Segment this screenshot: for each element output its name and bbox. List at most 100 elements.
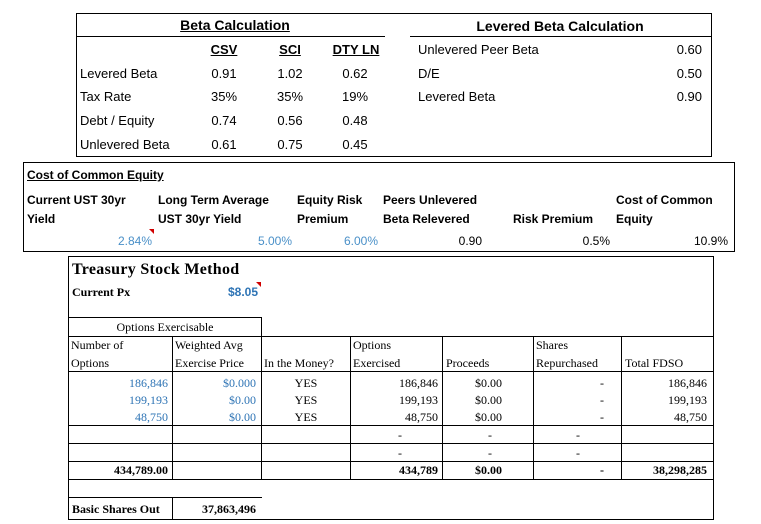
beta-calculation-title: Beta Calculation [180,17,290,33]
grid-line [172,336,173,480]
repurchased-cell: - [576,428,580,442]
coe-header: UST 30yr Yield [158,212,242,226]
coe-cost-value: 10.9% [693,234,728,248]
beta-cell: 0.75 [277,137,303,152]
col-header: Weighted Avg [175,338,243,352]
col-header: Exercise Price [175,356,244,370]
coe-equity-premium-value[interactable]: 6.00% [343,234,378,248]
total-fdso-cell: 199,193 [668,393,707,407]
panel-gap [385,14,410,36]
options-count-cell[interactable]: 48,750 [135,410,168,424]
grid-line [68,443,714,444]
options-exercised-cell: - [398,446,402,460]
repurchased-cell: - [576,446,580,460]
options-exercisable-header: Options Exercisable [116,320,214,334]
grid-line [68,425,714,426]
proceeds-cell: $0.00 [475,410,502,424]
current-px-value[interactable]: $8.05 [227,285,258,299]
options-exercised-cell: - [398,428,402,442]
treasury-stock-panel [68,256,714,520]
grid-line [621,336,622,480]
grid-line [68,336,714,337]
comment-marker-icon [149,229,154,234]
grid-line [442,336,443,480]
grid-line [68,479,714,480]
grid-line [68,317,262,318]
coe-header: Long Term Average [158,193,269,207]
col-header: Exercised [353,356,401,370]
coe-ust-yield-value[interactable]: 2.84% [117,234,152,248]
basic-shares-label: Basic Shares Out [72,502,160,516]
beta-calculation-panel [76,13,712,157]
repurchased-cell: - [600,376,604,390]
in-the-money-cell: YES [294,410,318,424]
grid-line [68,371,714,372]
basic-shares-value: 37,863,496 [202,502,256,516]
levered-row-value: 0.90 [676,89,702,104]
exercise-price-cell[interactable]: $0.000 [223,376,256,390]
beta-col-dty: DTY LN [332,42,380,57]
grid-line [68,497,262,498]
repurchased-cell: - [600,393,604,407]
beta-title-rule [77,36,385,37]
levered-row-value: 0.60 [676,42,702,57]
options-count-cell[interactable]: 199,193 [129,393,168,407]
col-header: Total FDSO [625,356,684,370]
col-header: Options [353,338,392,352]
proceeds-cell: $0.00 [475,376,502,390]
total-repurchased-cell: - [600,463,604,477]
coe-header: Current UST 30yr [27,193,126,207]
grid-line [261,317,262,480]
proceeds-cell: - [488,446,492,460]
total-fdso-cell: 186,846 [668,376,707,390]
coe-header: Equity Risk [297,193,363,207]
coe-risk-premium-value: 0.5% [582,234,610,248]
beta-col-csv: CSV [210,42,238,57]
levered-row-label: D/E [418,66,440,81]
total-fdso-cell: 48,750 [674,410,707,424]
coe-header: Peers Unlevered [383,193,478,207]
total-proceeds-cell: $0.00 [475,463,502,477]
col-header: In the Money? [264,356,334,370]
coe-avg-yield-value[interactable]: 5.00% [257,234,292,248]
current-px-label: Current Px [72,285,131,299]
beta-cell: 0.45 [342,137,368,152]
levered-row-label: Unlevered Peer Beta [418,42,539,57]
coe-beta-value: 0.90 [458,234,482,248]
beta-cell: 0.74 [211,113,237,128]
exercise-price-cell[interactable]: $0.00 [229,393,256,407]
options-count-cell[interactable]: 186,846 [129,376,168,390]
beta-cell: 19% [341,89,369,104]
comment-marker-icon [256,282,261,287]
beta-row-label: Levered Beta [80,66,158,81]
coe-header: Beta Relevered [383,212,470,226]
total-exercised-cell: 434,789 [399,463,438,477]
col-header: Repurchased [536,356,598,370]
beta-row-label: Unlevered Beta [80,137,170,152]
coe-header: Premium [297,212,349,226]
proceeds-cell: $0.00 [475,393,502,407]
beta-cell: 35% [210,89,238,104]
proceeds-cell: - [488,428,492,442]
cost-of-equity-panel [23,162,735,252]
col-header: Proceeds [446,356,490,370]
coe-header: Risk Premium [513,212,594,226]
options-exercised-cell: 199,193 [399,393,438,407]
exercise-price-cell[interactable]: $0.00 [229,410,256,424]
col-header: Number of [71,338,124,352]
levered-title-rule [410,36,711,37]
grid-line [68,461,714,462]
grid-line [172,497,173,519]
options-exercised-cell: 48,750 [405,410,438,424]
repurchased-cell: - [600,410,604,424]
tsm-title: Treasury Stock Method [72,261,240,278]
in-the-money-cell: YES [294,393,318,407]
total-fdso-value: 38,298,285 [653,463,707,477]
coe-header: Equity [616,212,653,226]
beta-cell: 0.91 [211,66,237,81]
in-the-money-cell: YES [294,376,318,390]
col-header: Shares [536,338,568,352]
col-header: Options [71,356,110,370]
levered-row-value: 0.50 [676,66,702,81]
beta-cell: 0.48 [342,113,368,128]
